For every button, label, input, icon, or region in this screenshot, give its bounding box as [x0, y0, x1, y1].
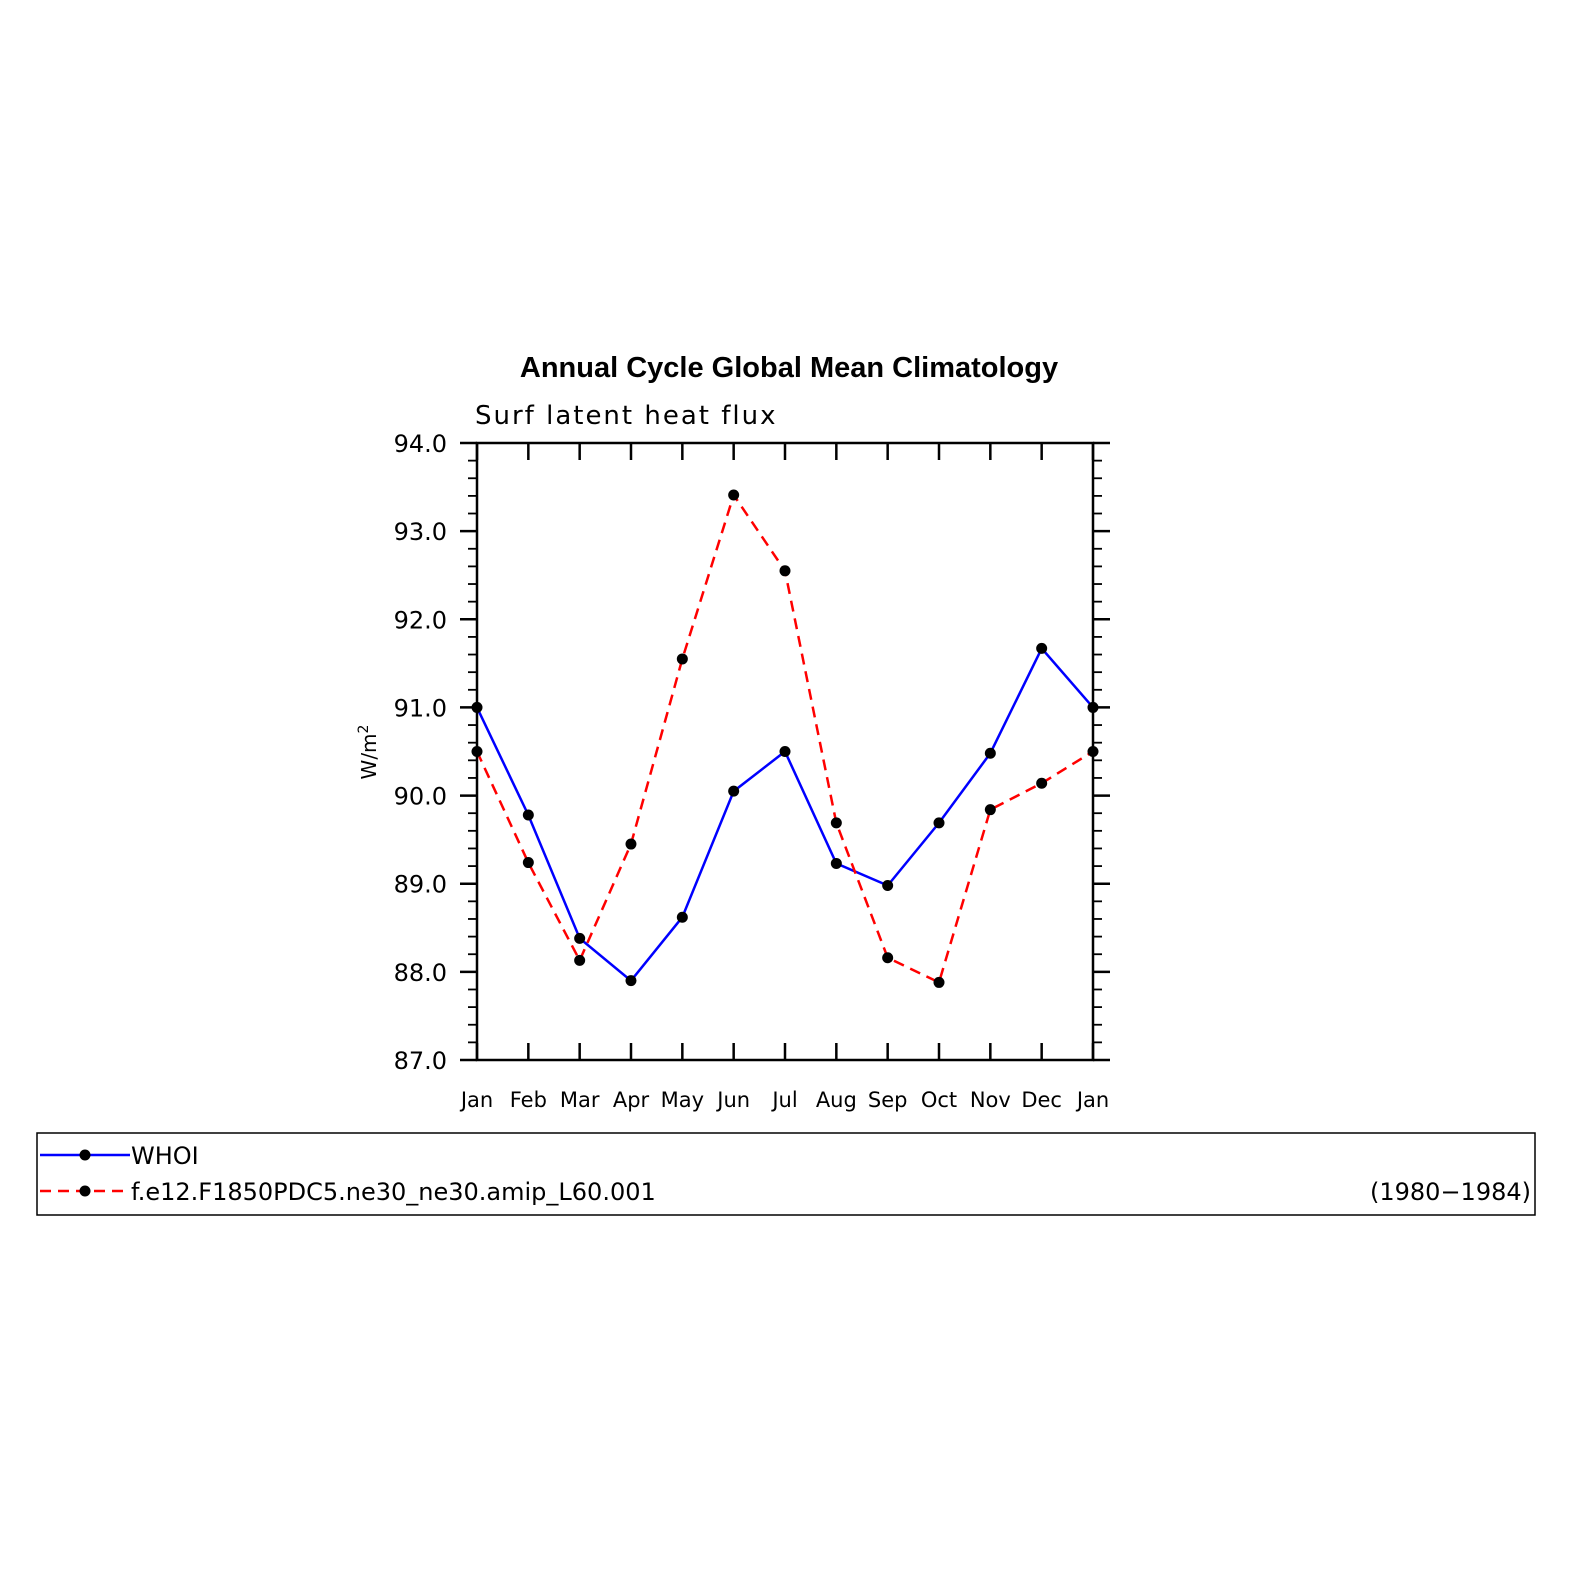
y-axis-label: W/m2 — [356, 725, 381, 780]
x-tick-label: Dec — [1021, 1088, 1062, 1112]
data-point-series-0 — [625, 975, 637, 987]
x-tick-label: Nov — [970, 1088, 1011, 1112]
data-point-series-0 — [676, 911, 688, 923]
x-tick-label: Jun — [715, 1088, 750, 1112]
y-tick-label: 87.0 — [394, 1047, 447, 1075]
data-point-series-1 — [522, 857, 534, 869]
legend-box — [36, 1132, 1536, 1216]
data-point-series-0 — [984, 747, 996, 759]
data-point-series-1 — [1087, 746, 1099, 757]
data-point-series-1 — [676, 653, 688, 665]
y-tick-label: 92.0 — [394, 606, 447, 634]
data-point-series-1 — [933, 976, 945, 988]
x-tick-label: Oct — [921, 1088, 957, 1112]
data-point-series-0 — [574, 932, 586, 944]
y-tick-label: 93.0 — [394, 518, 447, 546]
series-layer — [471, 489, 1099, 988]
y-axis-label-unit: W/m — [357, 733, 381, 779]
legend: WHOI f.e12.F1850PDC5.ne30_ne30.amip_L60.… — [36, 1132, 1536, 1216]
x-tick-label: Aug — [816, 1088, 857, 1112]
data-point-series-1 — [830, 817, 842, 829]
x-tick-label: May — [661, 1088, 704, 1112]
svg-text:W/m2: W/m2 — [356, 725, 381, 780]
data-point-series-0 — [471, 701, 483, 713]
x-tick-label: Feb — [510, 1088, 547, 1112]
chart-title: Annual Cycle Global Mean Climatology — [520, 352, 1058, 384]
x-tick-label: Jan — [459, 1088, 493, 1112]
data-point-series-0 — [728, 785, 740, 797]
y-axis-label-exponent: 2 — [356, 725, 372, 734]
data-point-series-1 — [984, 804, 996, 816]
legend-label-model: f.e12.F1850PDC5.ne30_ne30.amip_L60.001 — [131, 1178, 656, 1206]
data-point-series-0 — [522, 809, 534, 821]
data-point-series-1 — [625, 838, 637, 850]
data-point-series-1 — [728, 489, 740, 501]
data-point-series-1 — [882, 952, 894, 964]
data-point-series-1 — [574, 954, 586, 966]
data-point-series-0 — [830, 857, 842, 869]
x-tick-label: Sep — [868, 1088, 908, 1112]
y-tick-label: 90.0 — [394, 783, 447, 811]
legend-marker-model — [79, 1185, 91, 1197]
x-tick-labels: Jan Feb Mar Apr May Jun Jul Aug Sep Oct Nov Dec Jan — [459, 1088, 1109, 1112]
data-point-series-0 — [1087, 701, 1099, 713]
data-point-series-1 — [1036, 777, 1048, 789]
data-point-series-0 — [882, 879, 894, 891]
y-tick-labels: 87.0 88.0 89.0 90.0 91.0 92.0 93.0 94.0 — [394, 430, 447, 1075]
data-point-series-1 — [779, 565, 791, 577]
y-tick-label: 94.0 — [394, 430, 447, 458]
chart-subtitle: Surf latent heat flux — [475, 401, 777, 431]
data-point-series-0 — [779, 746, 791, 757]
x-tick-label: Mar — [560, 1088, 600, 1112]
legend-marker-whoi — [79, 1149, 91, 1161]
y-tick-label: 91.0 — [394, 694, 447, 722]
data-point-series-0 — [1036, 642, 1048, 654]
data-point-series-1 — [471, 746, 483, 757]
y-tick-label: 89.0 — [394, 871, 447, 899]
y-tick-label: 88.0 — [394, 959, 447, 987]
x-tick-label: Jan — [1075, 1088, 1109, 1112]
x-tick-label: Jul — [770, 1088, 797, 1112]
series-line-0 — [475, 646, 1094, 983]
legend-label-whoi: WHOI — [131, 1142, 199, 1170]
legend-period: (1980−1984) — [1370, 1178, 1531, 1206]
x-tick-label: Apr — [613, 1088, 650, 1112]
data-point-series-0 — [933, 817, 945, 829]
